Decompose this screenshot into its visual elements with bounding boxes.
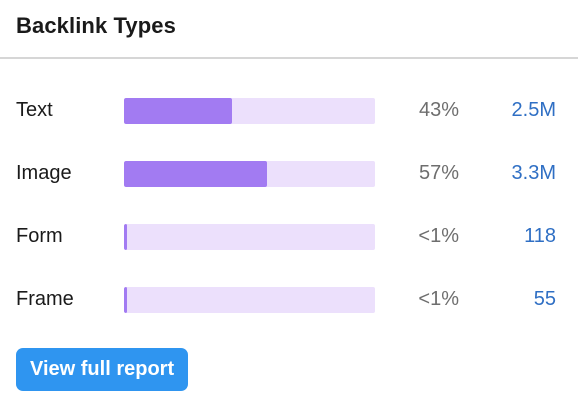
share-percent: 43% (418, 99, 459, 121)
share-bar-fill (124, 224, 127, 250)
row-label: Image (16, 162, 72, 184)
backlink-count-link[interactable]: 118 (524, 225, 556, 247)
backlink-count-link[interactable]: 3.3M (511, 162, 556, 184)
row-label: Text (16, 99, 53, 121)
backlink-type-list: Text 43% 2.5M Image 57% 3.3M Form <1% 11… (0, 80, 578, 332)
backlink-row-image: Image 57% 3.3M (0, 143, 578, 206)
view-full-report-button[interactable]: View full report (16, 348, 189, 391)
backlink-row-form: Form <1% 118 (0, 206, 578, 269)
share-percent: 57% (418, 162, 459, 184)
share-bar-track (124, 287, 375, 313)
share-bar-track (124, 224, 375, 250)
backlink-count-link[interactable]: 55 (533, 288, 556, 310)
share-percent: <1% (418, 225, 459, 247)
share-bar-fill (124, 161, 267, 187)
share-bar-fill (124, 98, 232, 124)
backlink-count-link[interactable]: 2.5M (511, 99, 556, 121)
share-bar-track (124, 161, 375, 187)
widget-title: Backlink Types (16, 13, 176, 38)
backlink-row-frame: Frame <1% 55 (0, 269, 578, 332)
backlink-row-text: Text 43% 2.5M (0, 80, 578, 143)
share-bar-fill (124, 287, 127, 313)
share-percent: <1% (418, 288, 459, 310)
share-bar-track (124, 98, 375, 124)
row-label: Form (16, 225, 63, 247)
row-label: Frame (16, 288, 74, 310)
widget-header: Backlink Types (0, 0, 578, 59)
